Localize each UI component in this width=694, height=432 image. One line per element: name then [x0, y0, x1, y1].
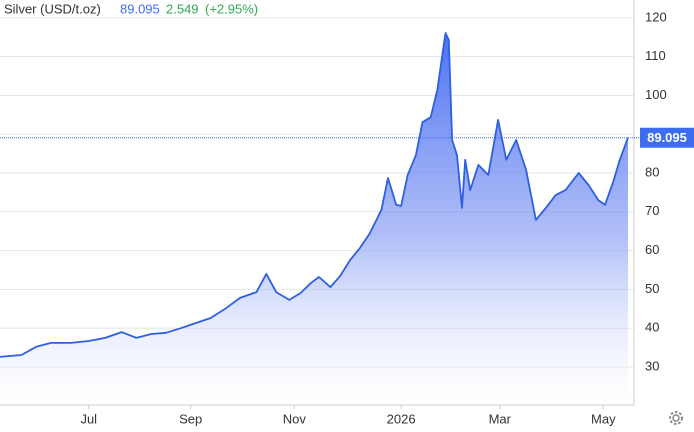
y-tick-label: 100 — [645, 87, 667, 102]
x-tick-label: Mar — [489, 411, 512, 426]
settings-icon[interactable] — [669, 411, 683, 425]
y-tick-label: 40 — [645, 320, 659, 335]
header-price: 89.095 — [120, 1, 160, 16]
header-change-pct: (+2.95%) — [205, 1, 258, 16]
price-line — [0, 32, 629, 358]
y-tick-label: 80 — [645, 164, 659, 179]
last-price-label: 89.095 — [647, 130, 687, 145]
x-tick-label: Nov — [283, 411, 307, 426]
y-tick-label: 70 — [645, 203, 659, 218]
y-tick-label: 30 — [645, 358, 659, 373]
y-tick-label: 50 — [645, 281, 659, 296]
header-change: 2.549 — [166, 1, 199, 16]
x-tick-label: Jul — [80, 411, 97, 426]
x-tick-label: 2026 — [387, 411, 416, 426]
chart-title: Silver (USD/t.oz) — [4, 1, 101, 16]
y-tick-label: 110 — [645, 48, 666, 63]
area-fill — [0, 33, 628, 405]
x-tick-label: May — [591, 411, 616, 426]
last-price-box — [640, 127, 694, 148]
y-tick-label: 60 — [645, 242, 659, 257]
x-tick-label: Sep — [179, 411, 202, 426]
y-tick-label: 120 — [645, 9, 667, 24]
